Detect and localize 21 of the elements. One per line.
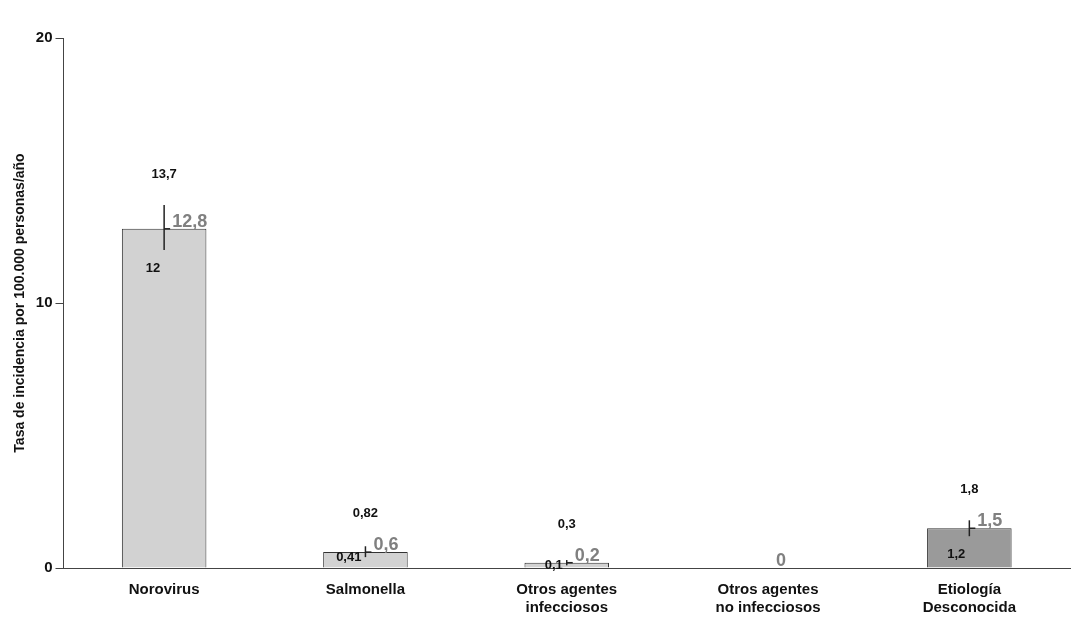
annotation: 1,8 — [960, 481, 979, 497]
x-tick-label: Etiología Desconocida — [922, 580, 1017, 616]
y-axis-title: Tasa de incidencia por 100.000 personas/año — [11, 153, 28, 453]
x-tick-label: Norovirus — [128, 580, 200, 598]
data-label: 0,6 — [373, 534, 399, 555]
annotation: 1,2 — [947, 546, 966, 562]
annotation: 0,41 — [336, 549, 362, 565]
y-tick-label: 0 — [44, 558, 53, 576]
annotation: 0,82 — [352, 505, 379, 521]
x-tick-label: Otros agentes no infecciosos — [715, 580, 821, 616]
x-tick-label: Salmonella — [325, 580, 406, 598]
data-label: 12,8 — [172, 210, 208, 231]
x-tick-label: Otros agentes infecciosos — [516, 580, 618, 616]
annotation: 0,3 — [557, 515, 576, 531]
data-label: 0,2 — [574, 544, 600, 565]
y-tick-label: 10 — [35, 293, 53, 311]
annotation: 12 — [145, 260, 161, 276]
data-label: 1,5 — [977, 510, 1003, 531]
annotation: 13,7 — [151, 166, 177, 182]
y-tick-label: 20 — [35, 28, 53, 46]
data-label: 0 — [776, 549, 787, 570]
